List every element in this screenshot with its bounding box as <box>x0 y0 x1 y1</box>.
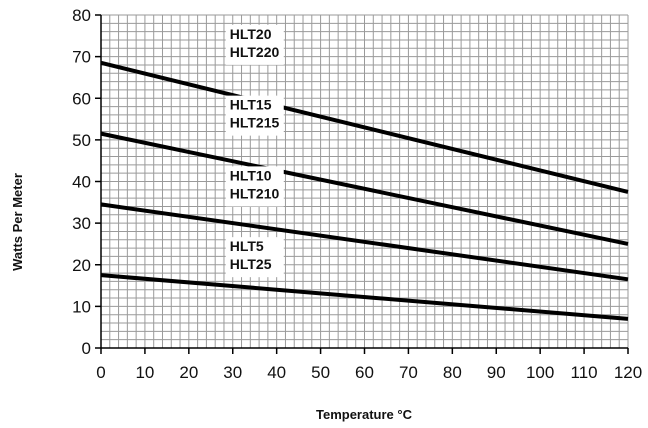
series-lines <box>100 60 629 321</box>
y-tick-label: 40 <box>72 173 91 192</box>
x-tick-label: 20 <box>179 363 198 382</box>
axes: 0 10 20 30 40 50 60 70 80 0 10 20 30 40 50 60 70 80 90 100 1… <box>72 6 642 382</box>
x-axis-title: Temperature °C <box>316 407 413 422</box>
y-tick-label: 70 <box>72 48 91 67</box>
y-tick-label: 50 <box>72 131 91 150</box>
series-line-3 <box>100 202 629 282</box>
x-tick-label: 60 <box>355 363 374 382</box>
series-label: HLT220 <box>230 44 280 60</box>
y-tick-label: 80 <box>72 6 91 25</box>
series-label: HLT20 <box>230 26 272 42</box>
x-tick-label: 70 <box>399 363 418 382</box>
x-tick-label: 30 <box>223 363 242 382</box>
series-label-background <box>225 95 284 136</box>
series-line-1 <box>100 60 629 194</box>
series-line-4 <box>100 273 629 321</box>
x-tick-label: 90 <box>487 363 506 382</box>
series-line-2 <box>100 131 629 246</box>
x-tick-label: 80 <box>443 363 462 382</box>
series-label: HLT15 <box>230 97 272 113</box>
x-tick-label: 40 <box>267 363 286 382</box>
y-tick-label: 10 <box>72 297 91 316</box>
series-label: HLT5 <box>230 238 264 254</box>
y-tick-label: 0 <box>82 339 91 358</box>
series-label: HLT25 <box>230 256 272 272</box>
x-tick-label: 50 <box>311 363 330 382</box>
series-label-background <box>225 24 284 65</box>
x-tick-label: 0 <box>96 363 105 382</box>
series-label-background <box>225 237 284 278</box>
series-label: HLT210 <box>230 185 280 201</box>
series-label-background <box>225 166 284 207</box>
y-tick-label: 30 <box>72 214 91 233</box>
series-labels: HLT20 HLT220 HLT15 HLT215 HLT10 HLT210 HLT5 HLT… <box>225 24 284 278</box>
x-tick-label: 120 <box>614 363 642 382</box>
x-tick-label: 10 <box>135 363 154 382</box>
series-label: HLT10 <box>230 167 272 183</box>
y-axis-title: Watts Per Meter <box>10 173 25 271</box>
x-tick-label: 100 <box>526 363 554 382</box>
y-tick-label: 60 <box>72 89 91 108</box>
y-tick-label: 20 <box>72 256 91 275</box>
x-tick-label: 110 <box>571 363 598 382</box>
series-label: HLT215 <box>230 115 280 131</box>
